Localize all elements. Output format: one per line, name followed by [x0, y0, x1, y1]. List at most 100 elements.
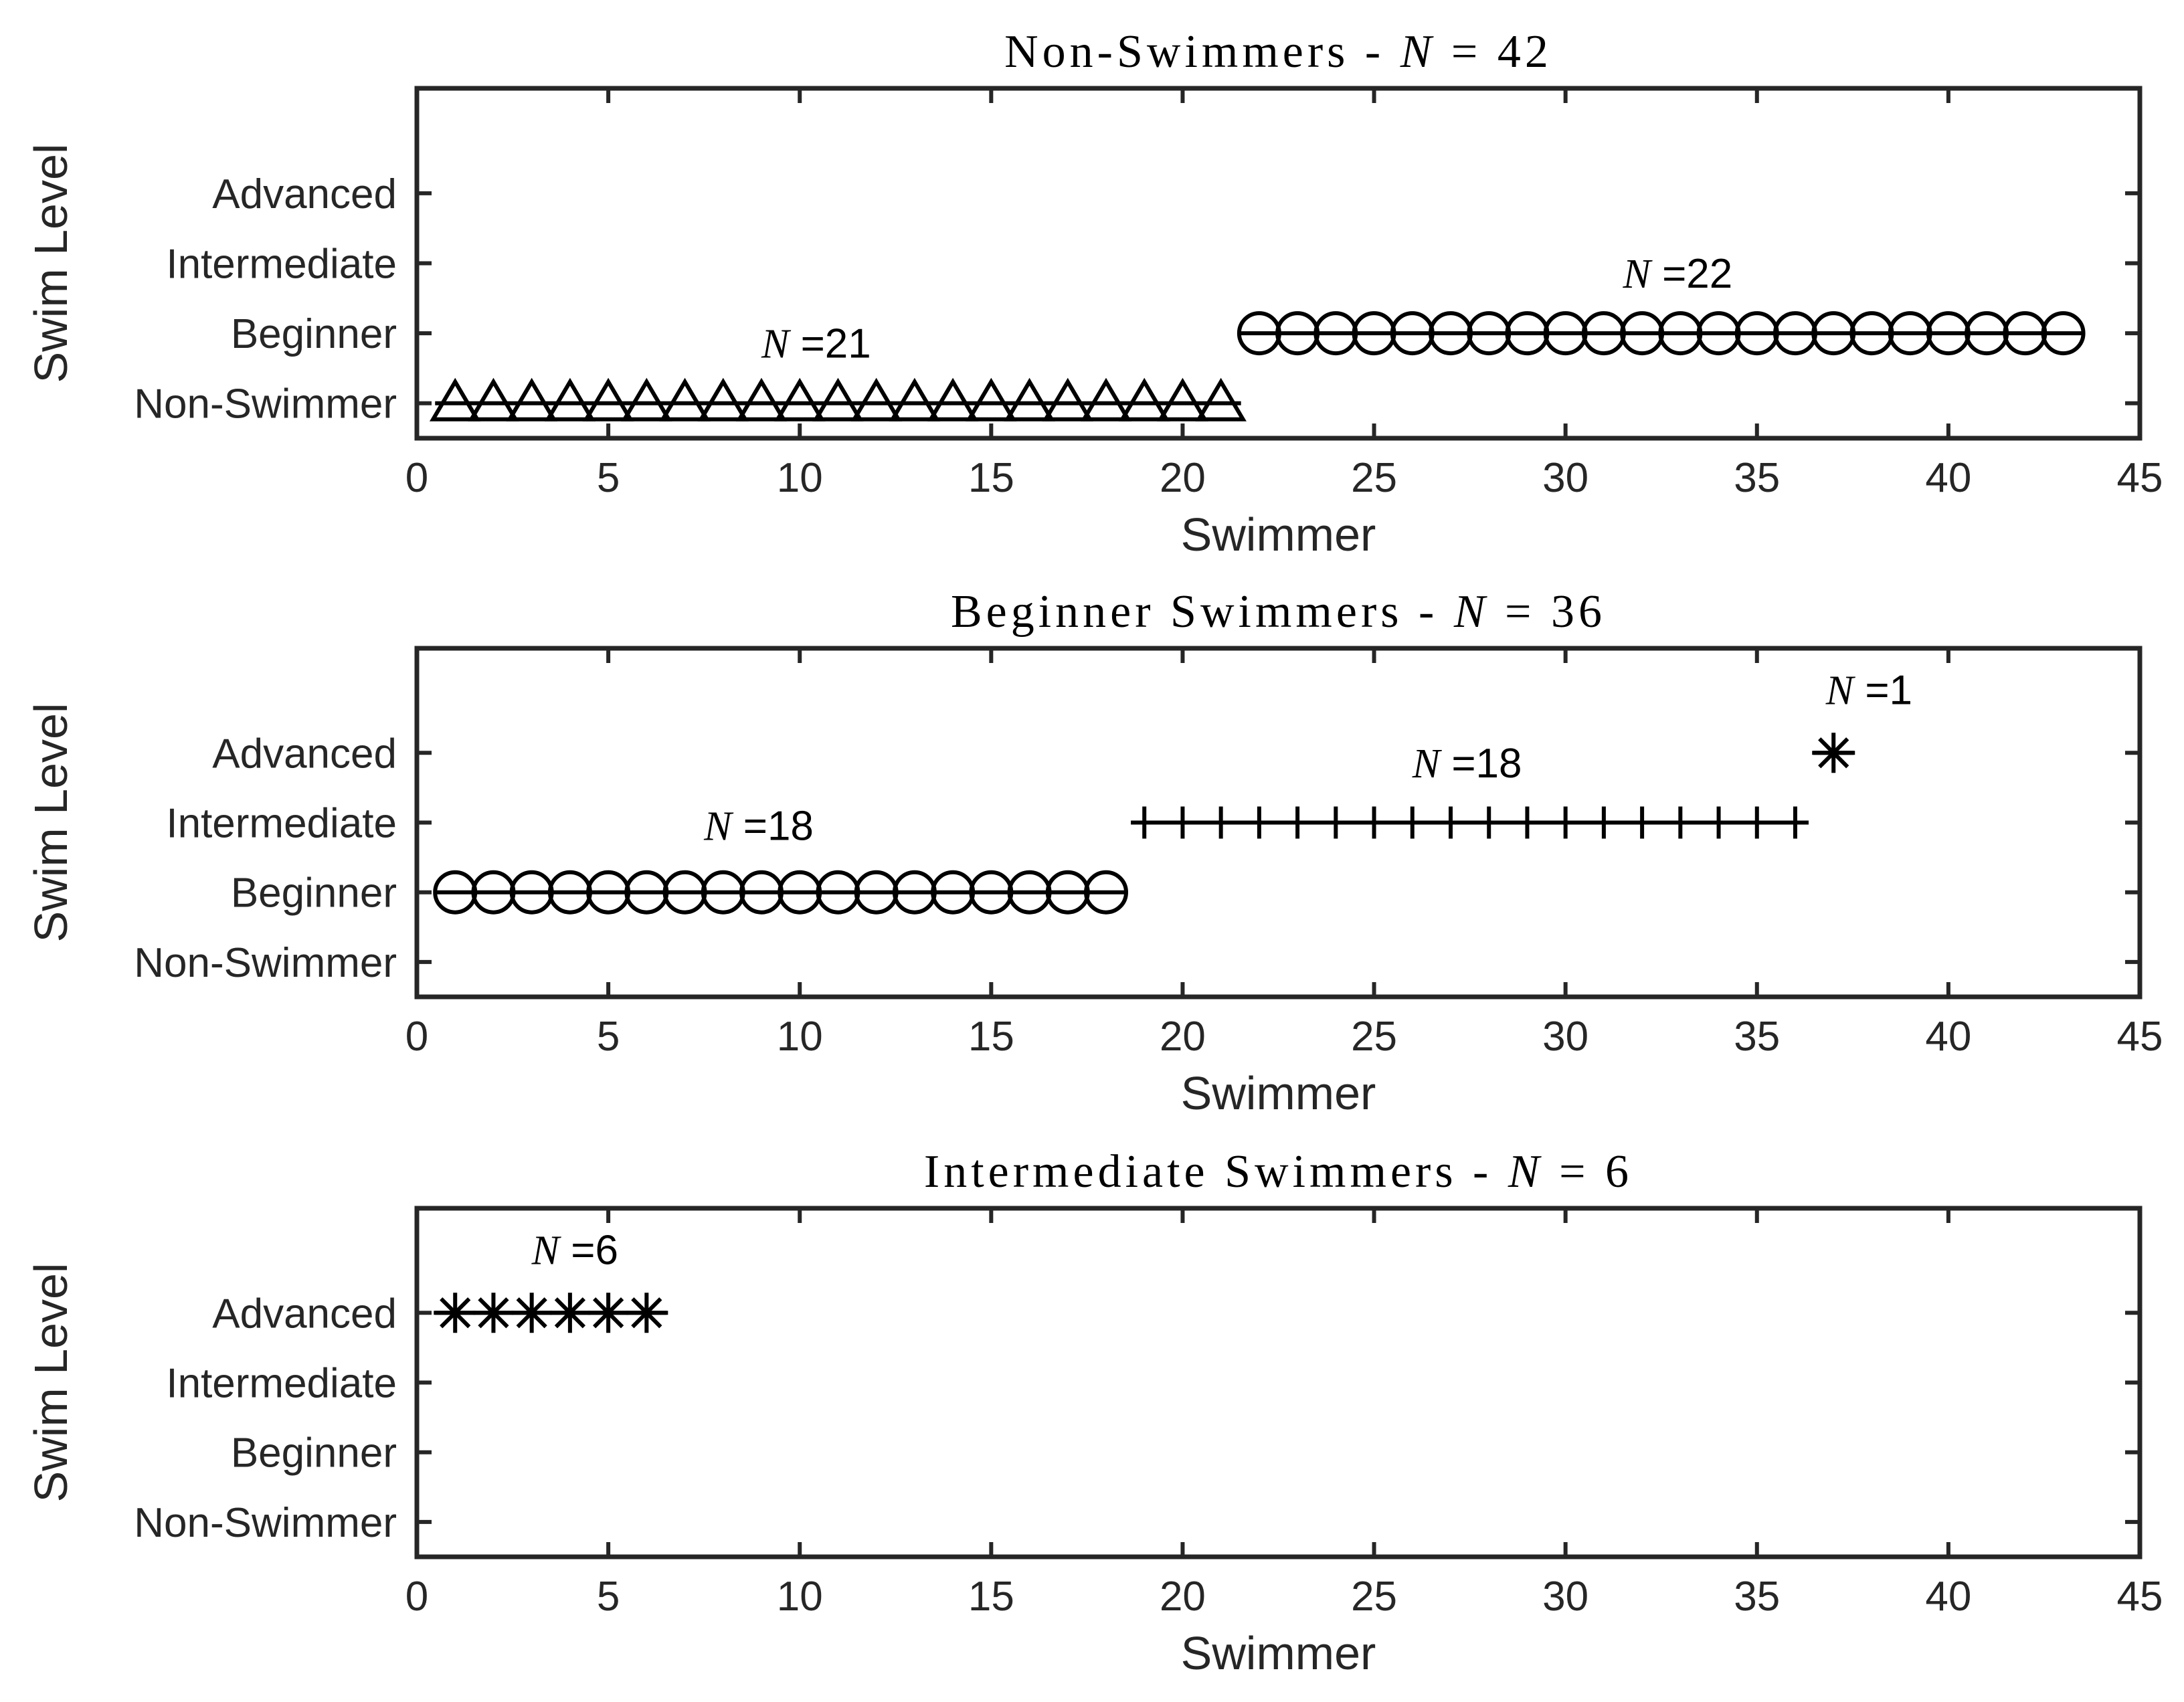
x-tick-label: 25 — [1351, 455, 1397, 501]
series-3-asterisk: N =1 — [1812, 667, 1912, 773]
triangle-marker — [735, 377, 788, 421]
chart-title: Non-Swimmers - N = 42 — [1004, 26, 1552, 78]
triangle-marker — [927, 377, 979, 421]
y-tick-label: Non-Swimmer — [134, 1500, 397, 1546]
plus-marker — [1629, 806, 1656, 839]
triangle-marker — [1080, 377, 1132, 421]
plus-marker — [1360, 806, 1388, 839]
title-prefix: Intermediate Swimmers - — [924, 1146, 1508, 1198]
triangle-marker — [1157, 377, 1208, 421]
triangle-marker — [812, 377, 864, 421]
plus-marker — [1284, 806, 1311, 839]
y-tick-label: Intermediate — [166, 1361, 397, 1407]
annotation-count: =6 — [559, 1227, 618, 1273]
annotation-italic-n: N — [1623, 252, 1653, 297]
asterisk-marker — [588, 1293, 629, 1333]
title-suffix: = 42 — [1435, 26, 1552, 78]
annotation-count: =18 — [732, 803, 814, 850]
x-tick-label: 40 — [1925, 1014, 1971, 1060]
triangle-marker — [774, 377, 826, 421]
title-suffix: = 36 — [1489, 586, 1606, 638]
plus-marker — [1782, 806, 1809, 839]
x-tick-label: 20 — [1160, 1014, 1206, 1060]
plus-marker — [1437, 806, 1464, 839]
title-prefix: Beginner Swimmers - — [951, 586, 1454, 638]
triangle-marker — [1195, 377, 1247, 421]
title-italic-n: N — [1400, 26, 1436, 78]
x-tick-label: 15 — [968, 1014, 1014, 1060]
chart-panel-2: 0 5 10 15 20 25 30 35 40 45 Non-Swimmer Beginner Int… — [25, 586, 2163, 1119]
title-italic-n: N — [1453, 586, 1489, 638]
plus-marker — [1743, 806, 1770, 839]
triangle-marker — [850, 377, 902, 421]
y-axis-label: Swim Level — [25, 1263, 77, 1503]
y-tick-label: Beginner — [231, 311, 397, 357]
annotation-count: =18 — [1440, 741, 1522, 787]
annotation-italic-n: N — [703, 804, 734, 850]
x-tick-label: 30 — [1542, 1014, 1588, 1060]
series-annotation: N =18 — [703, 803, 814, 850]
asterisk-marker — [626, 1293, 667, 1333]
plus-marker — [1322, 806, 1350, 839]
series-annotation: N =22 — [1623, 251, 1733, 297]
x-tick-label: 35 — [1734, 455, 1780, 501]
x-tick-label: 30 — [1542, 1574, 1588, 1620]
x-tick-label: 40 — [1925, 1574, 1971, 1620]
title-prefix: Non-Swimmers - — [1004, 26, 1400, 78]
plus-marker — [1475, 806, 1503, 839]
series-annotation: N =1 — [1825, 667, 1912, 713]
x-tick-label: 5 — [597, 1574, 620, 1620]
plus-marker — [1245, 806, 1273, 839]
chart-panel-3: 0 5 10 15 20 25 30 35 40 45 Non-Swimmer Beginner Int… — [25, 1146, 2163, 1679]
triangle-marker — [468, 377, 519, 421]
triangle-marker — [506, 377, 557, 421]
series-2-plus: N =18 — [1131, 741, 1809, 839]
triangle-marker — [1004, 377, 1055, 421]
y-tick-label: Beginner — [231, 1430, 397, 1477]
y-tick-label: Beginner — [231, 870, 397, 917]
plus-marker — [1705, 806, 1732, 839]
triangle-marker — [582, 377, 634, 421]
asterisk-marker — [473, 1293, 514, 1333]
series-annotation: N =18 — [1412, 741, 1522, 787]
x-tick-label: 10 — [777, 1014, 823, 1060]
series-annotation: N =21 — [761, 321, 871, 367]
y-tick-label: Intermediate — [166, 801, 397, 847]
annotation-count: =21 — [789, 321, 871, 367]
annotation-count: =22 — [1651, 251, 1732, 297]
circle-marker — [2041, 311, 2086, 356]
plus-marker — [1169, 806, 1196, 839]
y-axis-label: Swim Level — [25, 144, 77, 383]
chart-title: Intermediate Swimmers - N = 6 — [924, 1146, 1633, 1198]
series-1-asterisk: N =6 — [434, 1227, 668, 1333]
series-1-triangle: N =21 — [429, 321, 1247, 421]
triangle-marker — [621, 377, 672, 421]
x-tick-label: 5 — [597, 1014, 620, 1060]
plus-marker — [1131, 806, 1158, 839]
triangle-marker — [889, 377, 941, 421]
x-axis-label: Swimmer — [1181, 508, 1376, 561]
triangle-marker — [697, 377, 749, 421]
x-tick-label: 15 — [968, 455, 1014, 501]
annotation-count: =1 — [1853, 667, 1912, 713]
x-tick-label: 5 — [597, 455, 620, 501]
x-tick-label: 15 — [968, 1574, 1014, 1620]
triangle-marker — [1118, 377, 1170, 421]
asterisk-marker — [549, 1293, 590, 1333]
x-axis-label: Swimmer — [1181, 1627, 1376, 1679]
y-tick-label: Non-Swimmer — [134, 940, 397, 986]
plus-marker — [1590, 806, 1617, 839]
plus-marker — [1514, 806, 1541, 839]
x-tick-label: 20 — [1160, 1574, 1206, 1620]
x-tick-label: 0 — [405, 1014, 428, 1060]
triangle-marker — [1042, 377, 1094, 421]
x-tick-label: 30 — [1542, 455, 1588, 501]
y-tick-label: Intermediate — [166, 242, 397, 288]
x-tick-label: 35 — [1734, 1014, 1780, 1060]
chart-panel-1: 0 5 10 15 20 25 30 35 40 45 Non-Swimmer Beginner Int… — [25, 26, 2163, 561]
title-suffix: = 6 — [1544, 1146, 1633, 1198]
chart-title: Beginner Swimmers - N = 36 — [951, 586, 1606, 638]
y-tick-label: Advanced — [212, 171, 397, 217]
series-annotation: N =6 — [531, 1227, 618, 1273]
